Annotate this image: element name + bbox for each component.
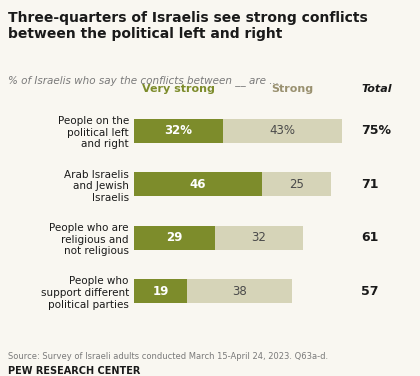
Text: 71: 71: [361, 178, 379, 191]
Bar: [134, 226, 215, 250]
Text: Total: Total: [361, 83, 392, 94]
Bar: [187, 279, 292, 303]
Bar: [223, 119, 342, 143]
Text: 57: 57: [361, 285, 379, 298]
Text: Very strong: Very strong: [142, 83, 215, 94]
Text: 25: 25: [289, 178, 304, 191]
Text: 38: 38: [232, 285, 247, 298]
Text: PEW RESEARCH CENTER: PEW RESEARCH CENTER: [8, 366, 141, 376]
Bar: [134, 172, 262, 196]
Text: Three-quarters of Israelis see strong conflicts
between the political left and r: Three-quarters of Israelis see strong co…: [8, 11, 368, 41]
Text: 46: 46: [190, 178, 206, 191]
Bar: [134, 119, 223, 143]
Text: 61: 61: [361, 231, 379, 244]
Text: 19: 19: [152, 285, 169, 298]
Text: 32%: 32%: [165, 124, 193, 137]
Bar: [215, 226, 303, 250]
Text: Strong: Strong: [271, 83, 313, 94]
Text: 43%: 43%: [270, 124, 295, 137]
Text: 32: 32: [252, 231, 266, 244]
Text: 29: 29: [166, 231, 183, 244]
Text: Source: Survey of Israeli adults conducted March 15-April 24, 2023. Q63a-d.: Source: Survey of Israeli adults conduct…: [8, 352, 328, 361]
Text: % of Israelis who say the conflicts between __ are ...: % of Israelis who say the conflicts betw…: [8, 75, 279, 86]
Bar: [134, 279, 187, 303]
Text: 75%: 75%: [361, 124, 391, 137]
Bar: [262, 172, 331, 196]
